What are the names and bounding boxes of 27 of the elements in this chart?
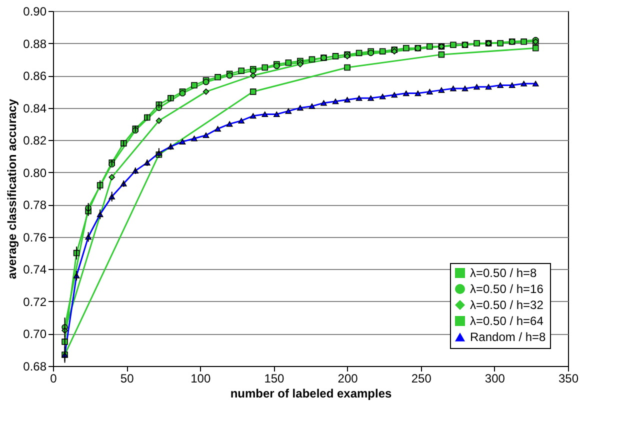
y-axis-title: average classification accuracy xyxy=(5,98,20,280)
legend-label: Random / h=8 xyxy=(470,330,546,344)
y-tick-label: 0.76 xyxy=(23,230,47,244)
x-tick-label: 100 xyxy=(190,372,211,386)
x-tick-label: 50 xyxy=(120,372,134,386)
legend-label: λ=0.50 / h=64 xyxy=(470,314,544,328)
x-axis-title: number of labeled examples xyxy=(230,386,392,400)
legend-label: λ=0.50 / h=16 xyxy=(470,282,544,296)
y-tick-label: 0.88 xyxy=(23,36,47,51)
legend-label: λ=0.50 / h=32 xyxy=(470,298,544,312)
legend-label: λ=0.50 / h=8 xyxy=(470,266,538,280)
x-tick-label: 150 xyxy=(264,372,285,386)
x-tick-label: 200 xyxy=(338,372,358,386)
y-tick-label: 0.84 xyxy=(23,101,47,116)
x-tick-label: 250 xyxy=(411,372,432,386)
y-tick-label: 0.70 xyxy=(23,327,47,342)
x-tick-label: 300 xyxy=(484,372,506,386)
y-tick-label: 0.68 xyxy=(23,360,47,374)
y-tick-label: 0.82 xyxy=(23,134,47,148)
y-tick-label: 0.78 xyxy=(23,198,47,212)
y-tick-label: 0.74 xyxy=(23,262,47,277)
x-tick-label: 350 xyxy=(558,372,579,386)
y-tick-label: 0.72 xyxy=(23,294,47,309)
y-tick-label: 0.80 xyxy=(23,166,47,180)
y-tick-label: 0.86 xyxy=(23,69,47,84)
x-tick-label: 0 xyxy=(50,372,58,386)
y-tick-label: 0.90 xyxy=(23,4,47,18)
